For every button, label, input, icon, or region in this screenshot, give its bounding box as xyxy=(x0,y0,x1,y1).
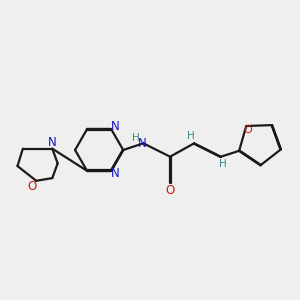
Text: N: N xyxy=(111,167,120,179)
Text: H: H xyxy=(187,131,195,141)
Text: N: N xyxy=(138,137,146,150)
Text: O: O xyxy=(243,125,252,135)
Text: H: H xyxy=(132,134,140,143)
Text: O: O xyxy=(166,184,175,197)
Text: N: N xyxy=(111,121,120,134)
Text: O: O xyxy=(28,180,37,193)
Text: N: N xyxy=(48,136,57,149)
Text: H: H xyxy=(219,159,227,169)
